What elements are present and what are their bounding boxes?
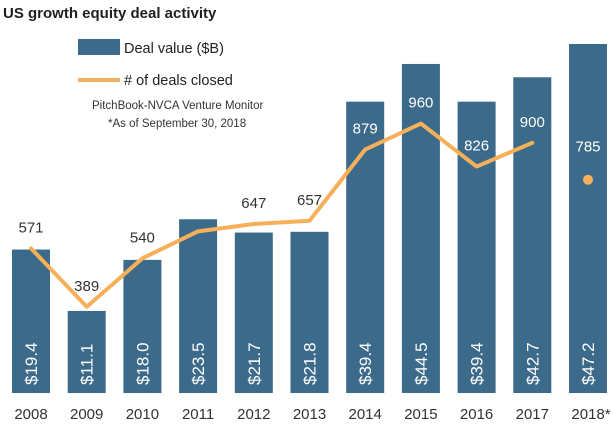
bar-value-label-2011: $23.5 [189, 342, 208, 385]
deals-label-2008: 571 [18, 219, 43, 236]
x-tick-2018*: 2018* [571, 406, 610, 423]
legend-label-deal-value: Deal value ($B) [124, 41, 224, 57]
bar-2012 [234, 232, 273, 393]
x-tick-2015: 2015 [404, 406, 437, 423]
as-of-note: *As of September 30, 2018 [108, 118, 246, 130]
bar-value-label-2008: $19.4 [22, 342, 41, 385]
bar-value-label-2010: $18.0 [133, 342, 152, 385]
deals-label-2015: 960 [408, 95, 433, 112]
bar-value-label-2012: $21.7 [245, 342, 264, 385]
x-tick-2016: 2016 [460, 406, 493, 423]
deals-point-2018* [583, 174, 593, 185]
deals-label-2018*: 785 [575, 139, 600, 156]
x-tick-2012: 2012 [237, 406, 270, 423]
deals-label-2010: 540 [130, 229, 155, 246]
x-axis-ticks: 2008 2009 2010 2011 2012 2013 2014 2015 2016 2017… [14, 406, 610, 423]
x-tick-2014: 2014 [349, 406, 382, 423]
legend: Deal value ($B) # of deals closed [78, 39, 233, 89]
deals-label-2016: 826 [464, 138, 489, 155]
bar-series: $19.4 $11.1 $18.0 $23.5 $21.7 $21.8 $39.4 $44.5… [12, 44, 607, 393]
legend-label-deals-closed: # of deals closed [124, 73, 233, 89]
deals-label-2009: 389 [74, 278, 99, 295]
bar-2016 [457, 101, 496, 393]
deals-label-2013: 657 [297, 192, 322, 209]
source-note: PitchBook-NVCA Venture Monitor [92, 100, 263, 112]
x-tick-2009: 2009 [70, 406, 103, 423]
bar-value-label-2018*: $47.2 [579, 342, 598, 385]
deals-line [29, 121, 535, 309]
bar-value-label-2009: $11.1 [78, 344, 97, 385]
deals-label-2017: 900 [520, 114, 545, 131]
x-tick-2017: 2017 [516, 406, 549, 423]
bar-2008 [12, 249, 50, 393]
bar-value-label-2016: $39.4 [468, 342, 487, 385]
x-tick-2013: 2013 [293, 406, 326, 423]
deals-label-2011: 624 [186, 202, 211, 219]
bar-2011 [179, 219, 218, 393]
bar-2018* [569, 44, 607, 393]
bar-2013 [290, 231, 329, 393]
bar-2009 [67, 310, 106, 393]
x-tick-2010: 2010 [126, 406, 159, 423]
bar-2010 [123, 259, 162, 393]
bar-2017 [513, 77, 552, 393]
deals-label-2014: 879 [353, 121, 378, 138]
deals-line-series: 571 389 540 624 647 657 879 960 826 900 785 [18, 95, 601, 309]
x-tick-2011: 2011 [182, 406, 214, 423]
bar-value-label-2014: $39.4 [356, 342, 375, 385]
legend-swatch-deal-value [78, 39, 120, 55]
bar-2015 [401, 63, 440, 393]
bar-value-label-2017: $42.7 [523, 342, 542, 385]
bar-value-label-2013: $21.8 [301, 342, 320, 385]
x-tick-2008: 2008 [14, 406, 47, 423]
deals-label-2012: 647 [241, 195, 266, 212]
chart-title: US growth equity deal activity [3, 5, 217, 22]
bar-value-label-2015: $44.5 [412, 342, 431, 385]
